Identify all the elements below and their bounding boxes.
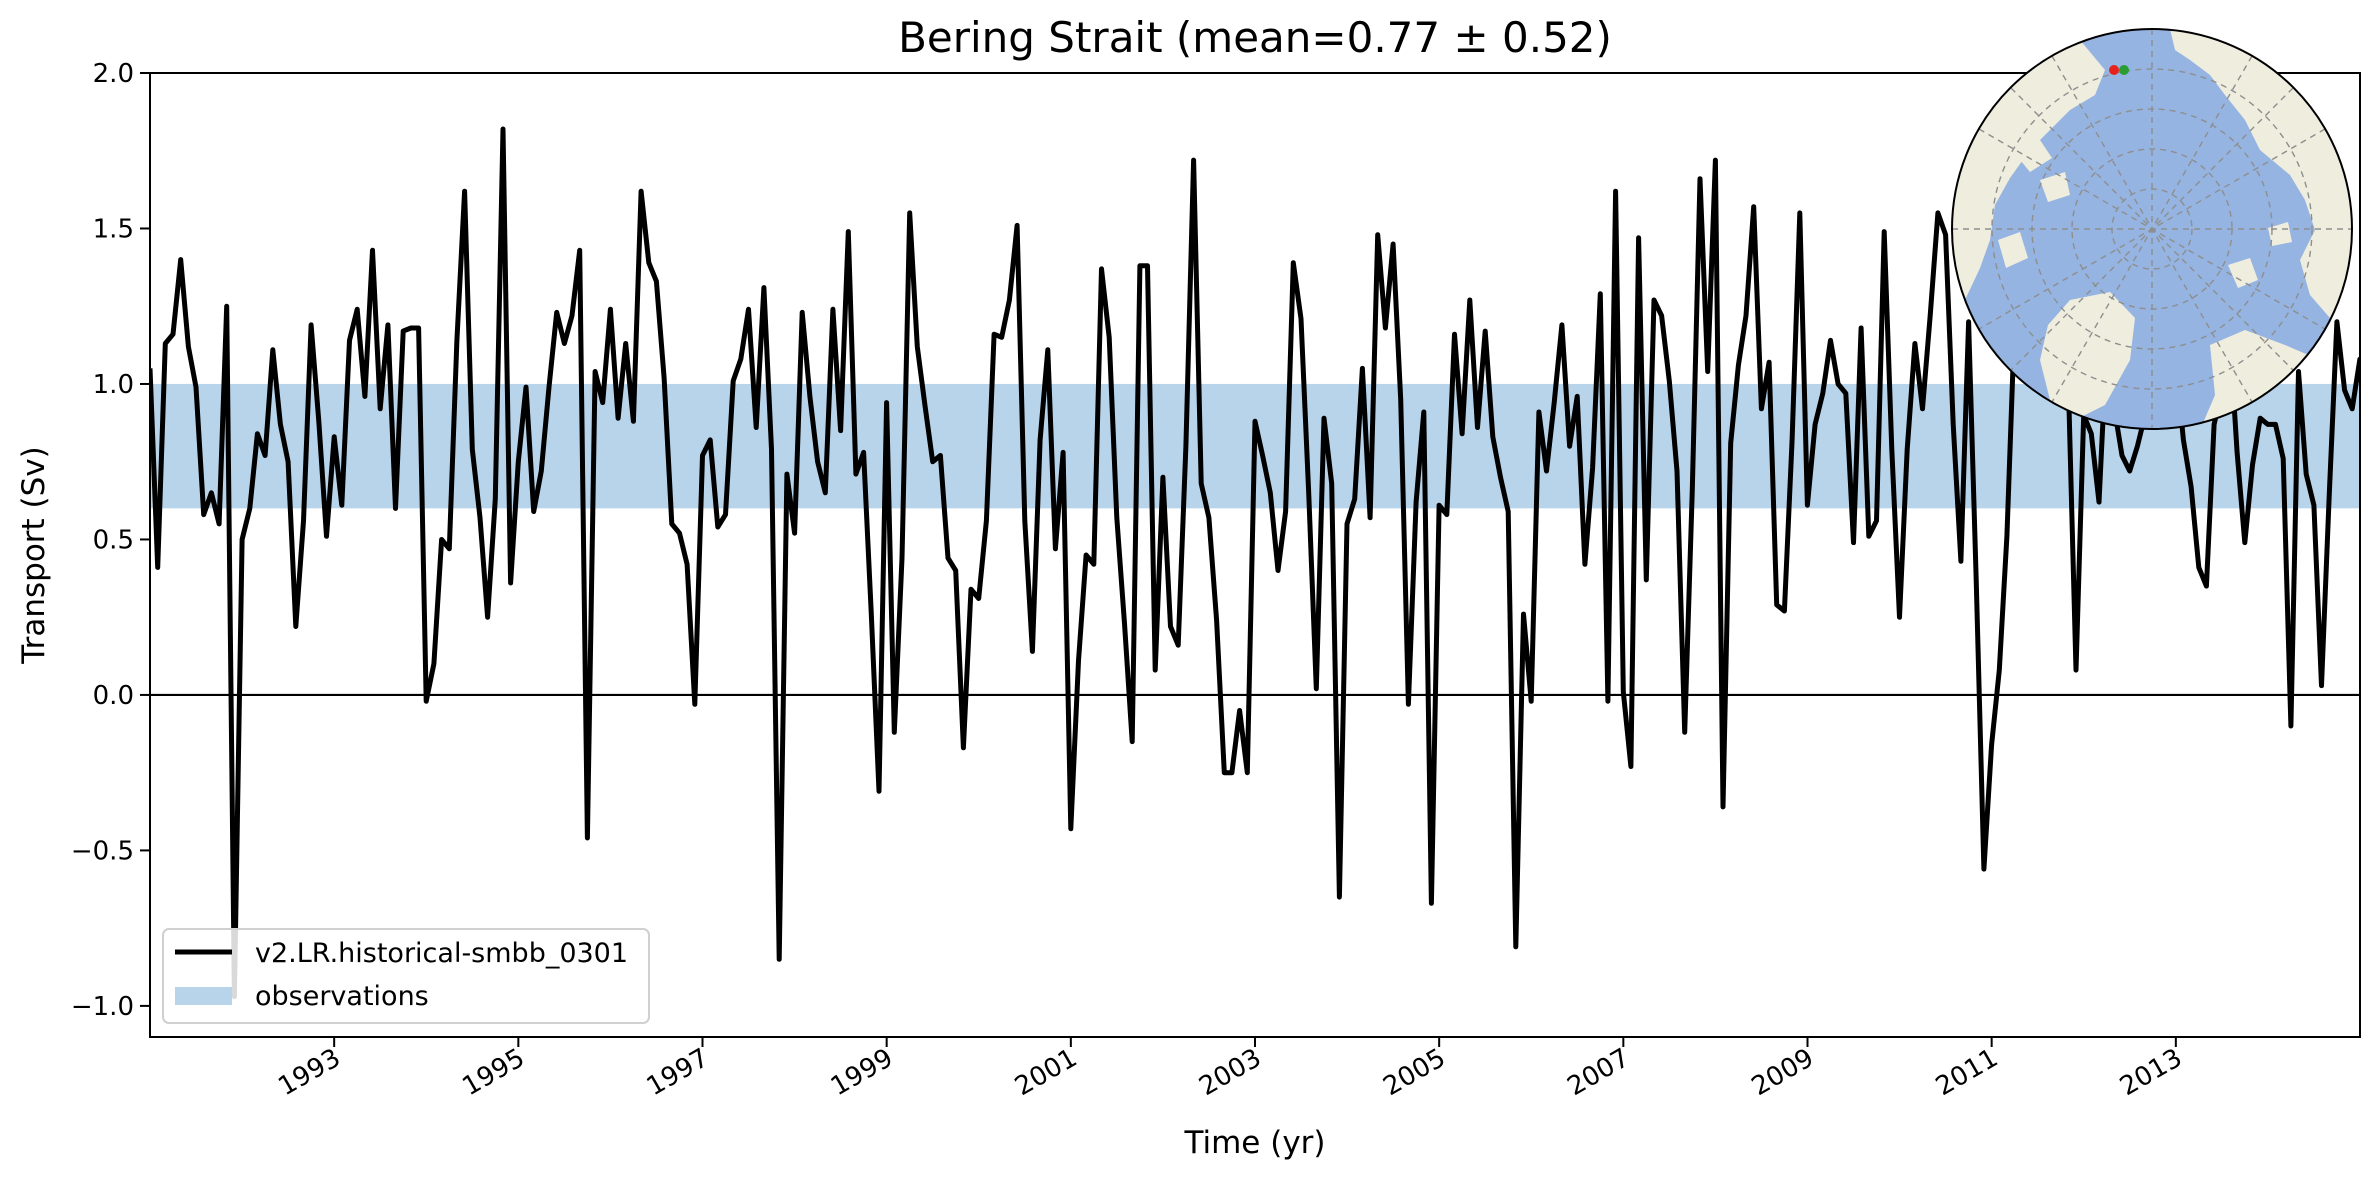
x-axis-label: Time (yr)	[1184, 1125, 1326, 1161]
y-tick-label: −1.0	[71, 992, 134, 1022]
map-marker-green	[2119, 65, 2129, 75]
chart-title: Bering Strait (mean=0.77 ± 0.52)	[898, 13, 1612, 62]
y-tick-label: 1.0	[93, 370, 134, 400]
x-tick-label: 2005	[1378, 1043, 1450, 1102]
x-tick-label: 2001	[1010, 1043, 1082, 1102]
x-tick-label: 1999	[826, 1043, 898, 1102]
x-tick-label: 1995	[458, 1043, 530, 1102]
x-tick-label: 2013	[2115, 1043, 2187, 1102]
y-tick-label: −0.5	[71, 836, 134, 866]
legend-box	[162, 928, 650, 1024]
x-axis-ticks: 1993 1995 1997 1999 2001 2003 2005 2007 2009 2011…	[273, 1037, 2187, 1102]
legend-label-observations: observations	[255, 981, 429, 1012]
x-tick-label: 2007	[1563, 1043, 1635, 1102]
y-axis-ticks: −1.0 −0.5 0.0 0.5 1.0 1.5 2.0	[71, 59, 150, 1022]
y-tick-label: 1.5	[93, 214, 134, 244]
y-tick-label: 2.0	[93, 59, 134, 89]
y-tick-label: 0.0	[93, 681, 134, 711]
legend: v2.LR.historical-smbb_0301 observations	[162, 928, 650, 1024]
legend-band-swatch	[175, 987, 232, 1005]
map-border	[1951, 28, 2353, 430]
x-tick-label: 1997	[642, 1043, 714, 1102]
y-axis-label: Transport (Sv)	[16, 446, 52, 665]
x-tick-label: 1993	[273, 1043, 345, 1102]
legend-label-series: v2.LR.historical-smbb_0301	[255, 938, 628, 969]
map-marker-red	[2109, 65, 2119, 75]
x-tick-label: 2011	[1931, 1043, 2003, 1102]
x-tick-label: 2003	[1194, 1043, 1266, 1102]
y-tick-label: 0.5	[93, 525, 134, 555]
inset-polar-map	[1951, 28, 2353, 430]
x-tick-label: 2009	[1747, 1043, 1819, 1102]
map-graticule	[1952, 29, 2352, 429]
